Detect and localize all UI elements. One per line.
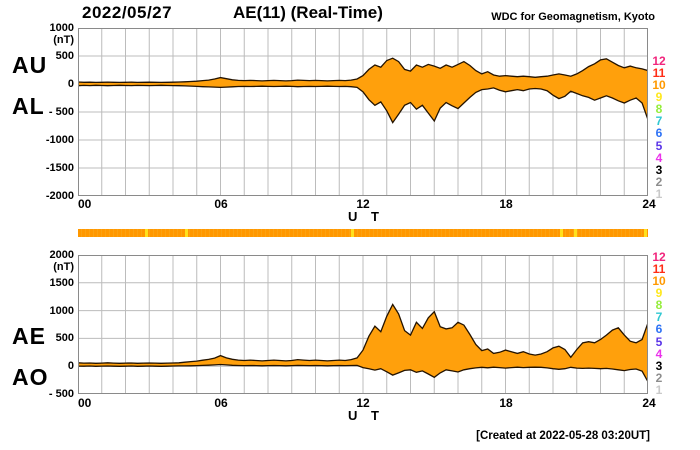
station-gap-mark — [644, 229, 648, 237]
station-count-8: 8 — [655, 102, 663, 117]
p2-ytick-500: 500 — [55, 332, 74, 344]
station-count-3: 3 — [655, 162, 663, 177]
created-timestamp: [Created at 2022-05-28 03:20UT] — [476, 430, 650, 442]
p2-ytick-1500: 1500 — [49, 277, 74, 289]
station-count-1: 1 — [655, 186, 663, 201]
label-ae: AE — [12, 323, 46, 349]
station-count-7: 7 — [655, 310, 663, 325]
p1-ytick-500: 500 — [55, 50, 74, 62]
station-count-4: 4 — [655, 346, 663, 361]
p2-ytick-0: 0 — [67, 360, 74, 372]
p2-xtick-18: 18 — [499, 396, 513, 410]
p1-ytick-m1000: -1000 — [45, 134, 74, 146]
p1-xtick-12: 12 — [356, 197, 370, 211]
ae-ao-chart — [78, 255, 648, 394]
station-count-8: 8 — [655, 298, 663, 313]
p1-ytick-1000: 1000 — [49, 22, 74, 34]
station-gap-mark — [560, 229, 564, 237]
station-count-5: 5 — [655, 334, 663, 349]
p2-xtick-24: 24 — [642, 396, 656, 410]
p1-ut-label: U T — [348, 209, 384, 224]
plot-title: AE(11) (Real-Time) — [233, 3, 383, 22]
station-availability-bar — [78, 229, 648, 237]
p2-xtick-12: 12 — [356, 396, 370, 410]
plot-credit: WDC for Geomagnetism, Kyoto — [491, 11, 655, 23]
p2-ytick-m500: - 500 — [48, 388, 74, 400]
au-al-chart — [78, 28, 648, 196]
station-count-6: 6 — [655, 322, 663, 337]
p1-xtick-06: 06 — [214, 197, 228, 211]
p1-ytick-m500: - 500 — [48, 106, 74, 118]
p2-xtick-06: 06 — [214, 396, 228, 410]
p2-unit: (nT) — [53, 261, 74, 273]
plot-date: 2022/05/27 — [82, 3, 173, 22]
station-gap-mark — [144, 229, 148, 237]
station-count-12: 12 — [652, 250, 666, 264]
station-count-3: 3 — [655, 358, 663, 373]
station-gap-mark — [574, 229, 578, 237]
station-count-2: 2 — [655, 174, 663, 189]
station-count-7: 7 — [655, 114, 663, 129]
p2-ut-label: U T — [348, 408, 384, 423]
station-count-11: 11 — [652, 262, 666, 277]
p2-station-count-legend: 12 11 10 9 8 7 6 5 4 3 2 1 — [650, 251, 668, 396]
p1-xtick-24: 24 — [642, 197, 656, 211]
station-count-12: 12 — [652, 54, 666, 68]
station-count-9: 9 — [655, 90, 663, 105]
station-count-11: 11 — [652, 66, 666, 81]
station-count-4: 4 — [655, 150, 663, 165]
station-count-5: 5 — [655, 138, 663, 153]
p1-ytick-m2000: -2000 — [45, 190, 74, 202]
label-au: AU — [12, 52, 48, 78]
station-count-6: 6 — [655, 126, 663, 141]
p1-xtick-00: 00 — [78, 197, 92, 211]
station-count-1: 1 — [655, 382, 663, 397]
station-count-2: 2 — [655, 370, 663, 385]
station-gap-mark — [351, 229, 355, 237]
p1-xtick-18: 18 — [499, 197, 513, 211]
station-count-10: 10 — [652, 274, 666, 289]
station-count-10: 10 — [652, 78, 666, 93]
label-al: AL — [12, 93, 45, 119]
station-gap-mark — [184, 229, 188, 237]
p2-ytick-2000: 2000 — [49, 249, 74, 261]
label-ao: AO — [12, 364, 49, 390]
p1-station-count-legend: 12 11 10 9 8 7 6 5 4 3 2 1 — [650, 55, 668, 200]
p2-ytick-1000: 1000 — [49, 305, 74, 317]
p2-xtick-00: 00 — [78, 396, 92, 410]
p1-ytick-0: 0 — [67, 78, 74, 90]
p1-ytick-m1500: -1500 — [45, 162, 74, 174]
station-count-9: 9 — [655, 286, 663, 301]
p1-unit: (nT) — [53, 34, 74, 46]
